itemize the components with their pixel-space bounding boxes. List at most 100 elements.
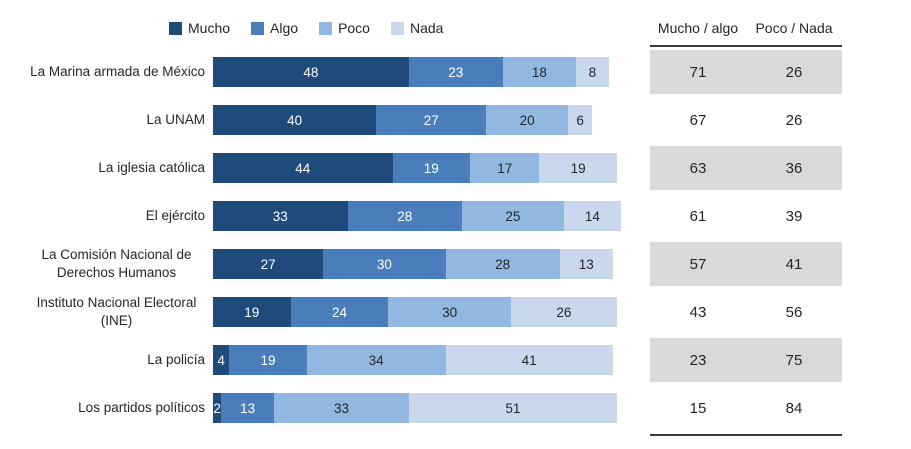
bar-segment-poco: 20 [486, 105, 568, 135]
legend-swatch-nada [390, 21, 404, 35]
bar-segment-poco: 25 [461, 201, 564, 231]
summary-cell-mucho-algo: 71 [689, 63, 707, 81]
summary-cell-mucho-algo: 63 [689, 159, 707, 177]
bar-segment-mucho: 40 [213, 105, 377, 135]
bar-segment-mucho: 48 [213, 57, 409, 87]
stacked-bar: 4 19 34 41 [213, 345, 613, 375]
summary-cell-poco-nada: 56 [785, 303, 803, 321]
summary-cell-poco-nada: 26 [785, 63, 803, 81]
summary-table-bottom-rule [650, 434, 842, 436]
summary-row-shaded: 71 26 [650, 50, 842, 94]
bar-segment-mucho: 44 [213, 153, 393, 183]
summary-table-header: Mucho / algo Poco / Nada [650, 20, 842, 36]
bar-segment-poco: 30 [388, 297, 511, 327]
bar-segment-mucho: 33 [213, 201, 348, 231]
legend-label: Algo [270, 20, 299, 36]
category-label: La Marina armada de México [30, 64, 205, 80]
summary-cell-poco-nada: 36 [785, 159, 803, 177]
summary-row: 15 84 [650, 386, 842, 430]
chart-row: La Marina armada de México 71 26 48 23 18 8 [0, 48, 911, 96]
summary-cell-mucho-algo: 61 [689, 207, 707, 225]
summary-row-shaded: 57 41 [650, 242, 842, 286]
summary-row: 61 39 [650, 194, 842, 238]
summary-cell-poco-nada: 41 [785, 255, 803, 273]
category-label: La policía [147, 352, 205, 368]
summary-cell-mucho-algo: 15 [689, 399, 707, 417]
summary-cell-mucho-algo: 67 [689, 111, 707, 129]
summary-col-header-poco-nada: Poco / Nada [755, 20, 833, 36]
chart-row: Los partidos políticos 15 84 2 13 33 51 [0, 384, 911, 432]
chart-rows: La Marina armada de México 71 26 48 23 18 8 La … [0, 48, 911, 432]
bar-segment-nada: 13 [559, 249, 613, 279]
legend-swatch-mucho [169, 21, 182, 35]
chart-row: La policía 23 75 4 19 34 41 [0, 336, 911, 384]
summary-table-top-rule [650, 45, 842, 47]
stacked-bar: 27 30 28 13 [213, 249, 613, 279]
summary-row-shaded: 23 75 [650, 338, 842, 382]
summary-cell-poco-nada: 84 [785, 399, 803, 417]
legend-label: Nada [409, 20, 444, 36]
summary-row: 43 56 [650, 290, 842, 334]
category-label: Instituto Nacional Electoral (INE) [36, 295, 197, 328]
stacked-bar: 33 28 25 14 [213, 201, 621, 231]
bar-segment-nada: 41 [445, 345, 613, 375]
stacked-bar: 19 24 30 26 [213, 297, 617, 327]
bar-segment-mucho: 19 [213, 297, 291, 327]
bar-segment-algo: 13 [221, 393, 275, 423]
stacked-bar: 48 23 18 8 [213, 57, 609, 87]
legend-item-nada: Nada [390, 20, 444, 36]
legend-label: Mucho [188, 20, 231, 36]
bar-segment-poco: 18 [502, 57, 577, 87]
bar-segment-algo: 28 [347, 201, 462, 231]
chart-legend: Mucho Algo Poco Nada [169, 20, 443, 36]
chart-row: La Comisión Nacional de Derechos Humanos 5… [0, 240, 911, 288]
bar-segment-nada: 19 [539, 153, 617, 183]
legend-item-poco: Poco [319, 20, 370, 36]
bar-segment-mucho: 2 [213, 393, 222, 423]
summary-cell-poco-nada: 26 [785, 111, 803, 129]
bar-segment-nada: 51 [408, 393, 617, 423]
category-label: La UNAM [146, 112, 205, 128]
category-label: La iglesia católica [98, 160, 205, 176]
bar-segment-poco: 17 [470, 153, 540, 183]
legend-swatch-algo [251, 21, 265, 35]
stacked-bar: 40 27 20 6 [213, 105, 593, 135]
summary-cell-mucho-algo: 23 [689, 351, 707, 369]
chart-row: La UNAM 67 26 40 27 20 6 [0, 96, 911, 144]
chart-row: La iglesia católica 63 36 44 19 17 19 [0, 144, 911, 192]
legend-item-algo: Algo [251, 20, 298, 36]
bar-segment-algo: 19 [229, 345, 307, 375]
legend-label: Poco [338, 20, 370, 36]
summary-col-header-mucho-algo: Mucho / algo [657, 20, 739, 36]
legend-swatch-poco [319, 21, 333, 35]
summary-cell-mucho-algo: 43 [689, 303, 707, 321]
bar-segment-algo: 30 [323, 249, 446, 279]
bar-segment-nada: 8 [576, 57, 609, 87]
summary-cell-poco-nada: 75 [785, 351, 803, 369]
category-label: La Comisión Nacional de Derechos Humanos [41, 247, 192, 280]
bar-segment-nada: 14 [563, 201, 621, 231]
summary-row: 67 26 [650, 98, 842, 142]
summary-cell-poco-nada: 39 [785, 207, 803, 225]
chart-row: El ejército 61 39 33 28 25 14 [0, 192, 911, 240]
chart-row: Instituto Nacional Electoral (INE) 43 56 19 2… [0, 288, 911, 336]
summary-row-shaded: 63 36 [650, 146, 842, 190]
bar-segment-poco: 28 [445, 249, 560, 279]
bar-segment-nada: 6 [567, 105, 593, 135]
stacked-bar: 44 19 17 19 [213, 153, 617, 183]
category-label: El ejército [145, 208, 205, 224]
bar-segment-algo: 19 [392, 153, 471, 183]
summary-cell-mucho-algo: 57 [689, 255, 707, 273]
bar-segment-mucho: 4 [213, 345, 230, 375]
bar-segment-algo: 27 [376, 105, 487, 135]
bar-segment-poco: 34 [306, 345, 446, 375]
bar-segment-algo: 24 [290, 297, 389, 327]
stacked-bar: 2 13 33 51 [213, 393, 617, 423]
bar-segment-mucho: 27 [213, 249, 324, 279]
bar-segment-poco: 33 [274, 393, 409, 423]
bar-segment-algo: 23 [408, 57, 503, 87]
bar-segment-nada: 26 [510, 297, 617, 327]
legend-item-mucho: Mucho [169, 20, 230, 36]
category-label: Los partidos políticos [78, 400, 205, 416]
